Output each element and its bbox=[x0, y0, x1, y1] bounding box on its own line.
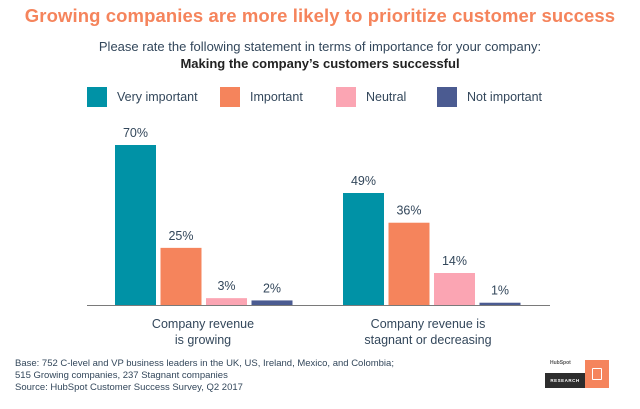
research-badge: RESEARCH bbox=[545, 373, 585, 388]
legend-swatch bbox=[336, 87, 356, 107]
hubspot-research-logo bbox=[585, 360, 609, 388]
legend-label: Important bbox=[250, 90, 303, 104]
legend-label: Not important bbox=[467, 90, 543, 104]
category-label-stagnant: Company revenue is stagnant or decreasin… bbox=[364, 317, 492, 347]
bar-growing-neutral bbox=[206, 298, 247, 305]
bar-stagnant-very-important bbox=[343, 193, 384, 305]
legend-label: Neutral bbox=[366, 90, 407, 104]
data-label: 36% bbox=[396, 204, 421, 218]
chart-title: Growing companies are more likely to pri… bbox=[24, 5, 616, 26]
logo-mark-icon bbox=[592, 368, 602, 380]
footer-source: Source: HubSpot Customer Success Survey,… bbox=[15, 382, 243, 393]
bar-stagnant-not-important bbox=[479, 302, 521, 305]
bar-growing-important bbox=[160, 247, 202, 305]
data-label: 70% bbox=[123, 126, 148, 140]
bar-stagnant-neutral bbox=[434, 273, 475, 305]
data-label: 3% bbox=[217, 279, 235, 293]
data-label: 49% bbox=[351, 174, 376, 188]
footer-base-line2: 515 Growing companies, 237 Stagnant comp… bbox=[15, 370, 228, 381]
category-label-growing: Company revenue is growing bbox=[151, 317, 255, 347]
data-label: 14% bbox=[442, 254, 467, 268]
chart-subtitle: Please rate the following statement in t… bbox=[98, 39, 542, 54]
chart-question: Making the company’s customers successfu… bbox=[180, 56, 460, 71]
legend-item-very-important: Very important bbox=[87, 87, 198, 107]
bar-stagnant-important bbox=[388, 222, 430, 305]
legend-item-neutral: Neutral bbox=[336, 87, 406, 107]
legend-label: Very important bbox=[117, 90, 198, 104]
legend-swatch bbox=[87, 87, 107, 107]
data-label: 2% bbox=[263, 281, 281, 295]
bar-growing-not-important bbox=[251, 300, 293, 305]
data-label: 25% bbox=[168, 229, 193, 243]
legend-item-not-important: Not important bbox=[437, 87, 542, 107]
legend-swatch bbox=[437, 87, 457, 107]
hubspot-logo-text: HubSpot bbox=[550, 360, 571, 366]
bar-growing-very-important bbox=[115, 145, 156, 305]
footer-base-line1: Base: 752 C-level and VP business leader… bbox=[15, 358, 394, 369]
legend-item-important: Important bbox=[220, 87, 303, 107]
data-label: 1% bbox=[491, 284, 509, 298]
legend-swatch bbox=[220, 87, 240, 107]
